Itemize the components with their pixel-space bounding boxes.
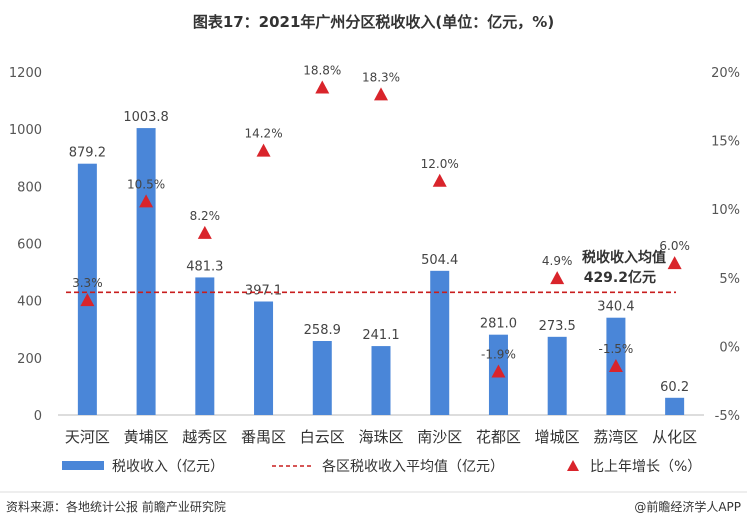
bar-value-label: 340.4: [597, 300, 634, 315]
bar-value-label: 397.1: [245, 283, 282, 298]
legend: 税收收入（亿元） 各区税收收入平均值（亿元） 比上年增长（%）: [62, 459, 701, 475]
growth-value-label: 3.3%: [72, 276, 103, 290]
bar-value-label: 241.1: [362, 328, 399, 343]
bar-value-label: 1003.8: [123, 110, 169, 125]
growth-value-label: -1.5%: [598, 342, 633, 356]
y-right-tick-label: 20%: [711, 66, 740, 81]
growth-marker: [256, 143, 271, 157]
bar: [371, 346, 391, 415]
bar-value-label: 504.4: [421, 253, 458, 268]
bar: [195, 277, 215, 415]
category-label: 白云区: [300, 428, 345, 446]
growth-marker: [197, 225, 212, 239]
bar-value-label: 879.2: [69, 146, 106, 161]
legend-label-bar: 税收收入（亿元）: [112, 459, 224, 475]
y-right-tick-label: -5%: [715, 409, 740, 424]
source-text: 资料来源：各地统计公报 前瞻产业研究院: [6, 499, 226, 514]
growth-marker: [432, 173, 447, 187]
bar-value-label: 258.9: [304, 323, 341, 338]
growth-value-label: 12.0%: [421, 157, 459, 171]
growth-value-label: 18.8%: [303, 63, 341, 77]
chart-title: 图表17：2021年广州分区税收收入(单位：亿元，%): [193, 13, 554, 31]
bar-value-label: 273.5: [539, 319, 576, 334]
y-left-tick-label: 600: [17, 238, 42, 253]
bar: [254, 301, 274, 415]
brand-text: @前瞻经济学人APP: [634, 499, 741, 514]
bar: [312, 340, 332, 415]
legend-swatch-bar: [62, 461, 104, 470]
bar-value-label: 281.0: [480, 317, 517, 332]
growth-marker: [608, 358, 623, 372]
category-label: 番禺区: [241, 428, 286, 446]
growth-marker: [139, 194, 154, 208]
y-left-tick-label: 800: [17, 180, 42, 195]
growth-value-label: 18.3%: [362, 70, 400, 84]
category-label: 荔湾区: [593, 428, 638, 446]
category-label: 海珠区: [358, 428, 403, 446]
bar: [430, 270, 450, 415]
category-label: 越秀区: [182, 428, 227, 446]
category-label: 天河区: [65, 428, 110, 446]
growth-value-label: 4.9%: [542, 254, 573, 268]
y-right-tick-label: 15%: [711, 135, 740, 150]
y-left-tick-label: 400: [17, 295, 42, 310]
y-left-tick-label: 1200: [9, 66, 42, 81]
bar-value-label: 481.3: [186, 259, 223, 274]
growth-marker: [374, 87, 388, 101]
category-label: 南沙区: [417, 428, 462, 446]
growth-marker: [667, 256, 682, 270]
y-left-tick-label: 200: [17, 352, 42, 367]
y-left-tick-label: 1000: [9, 123, 42, 138]
growth-value-label: 8.2%: [190, 209, 221, 223]
legend-label-growth: 比上年增长（%）: [590, 459, 701, 475]
y-left-tick-label: 0: [34, 409, 42, 424]
bar: [136, 128, 156, 415]
growth-marker: [550, 271, 565, 285]
category-label: 从化区: [652, 428, 697, 446]
y-right-tick-label: 10%: [711, 203, 740, 218]
y-right-tick-label: 5%: [719, 272, 740, 287]
y-right-tick-label: 0%: [719, 340, 740, 355]
category-label: 增城区: [535, 428, 580, 446]
growth-value-label: 10.5%: [127, 177, 165, 191]
growth-value-label: 14.2%: [244, 127, 282, 141]
bar: [547, 336, 567, 415]
average-annotation-line2: 429.2亿元: [584, 269, 656, 286]
bar: [77, 163, 97, 415]
bar: [665, 397, 685, 415]
legend-label-average: 各区税收收入平均值（亿元）: [322, 459, 504, 475]
growth-marker: [491, 364, 506, 378]
bar-value-label: 60.2: [660, 380, 689, 395]
growth-marker: [80, 293, 95, 307]
growth-value-label: -1.9%: [481, 347, 516, 361]
growth-value-label: 6.0%: [659, 239, 690, 253]
legend-swatch-growth: [567, 460, 579, 471]
growth-marker: [315, 80, 330, 94]
average-annotation-line1: 税收收入均值: [582, 249, 666, 266]
plot-area: 0 200 400 600 800 1000 1200 -5% 0% 5% 10% 15% 20% 879…: [9, 63, 740, 446]
category-label: 黄埔区: [124, 428, 169, 446]
category-label: 花都区: [476, 428, 521, 446]
